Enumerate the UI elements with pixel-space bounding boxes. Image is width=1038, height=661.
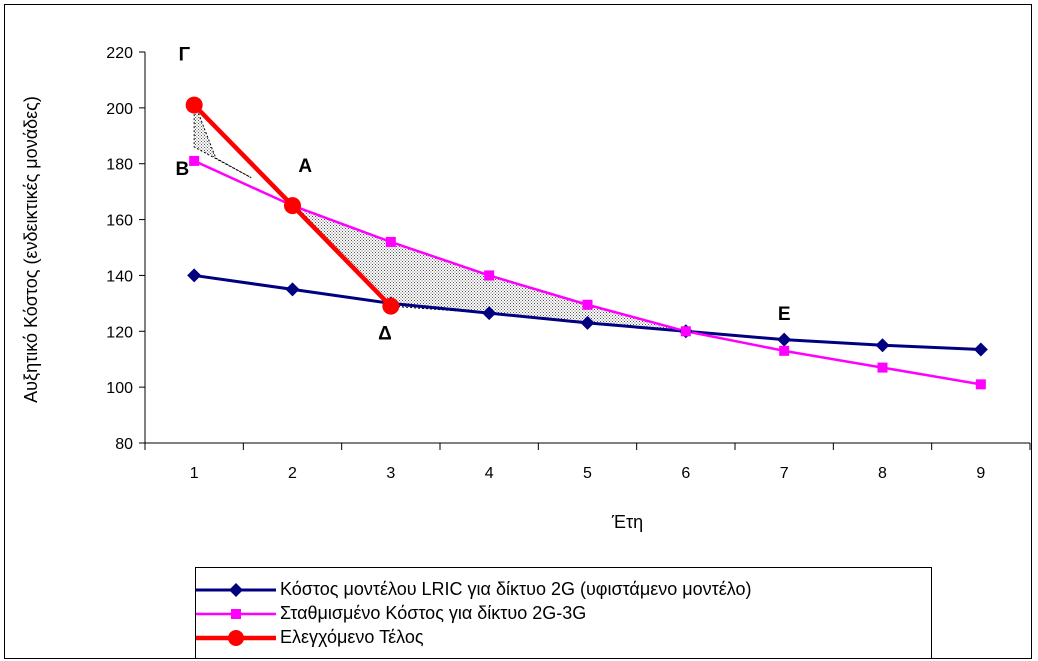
y-tick-label: 120 xyxy=(106,324,133,341)
legend-item-lric: Κόστος μοντέλου LRIC για δίκτυο 2G (υφισ… xyxy=(196,578,931,602)
legend-label-lric: Κόστος μοντέλου LRIC για δίκτυο 2G (υφισ… xyxy=(280,579,752,599)
annotation-label: Δ xyxy=(378,324,392,345)
x-tick-label: 8 xyxy=(878,465,887,482)
y-tick-label: 200 xyxy=(106,101,133,118)
weighted-point xyxy=(189,155,200,166)
annotation-label: Γ xyxy=(179,44,191,65)
annotation-label: Β xyxy=(175,159,189,180)
x-tick-label: 7 xyxy=(780,465,789,482)
lric-point xyxy=(482,306,497,321)
lric-point xyxy=(875,338,890,353)
circle-marker-icon xyxy=(196,630,276,646)
shaded-areas xyxy=(193,102,686,332)
legend-item-regulated: Ελεγχόμενο Τέλος xyxy=(196,626,931,650)
weighted-point xyxy=(385,236,396,247)
weighted-point xyxy=(582,299,593,310)
regulated-point xyxy=(382,297,400,315)
y-axis-title: Αυξητικό Κόστος (ενδεικτικές μονάδες) xyxy=(21,96,41,403)
markers xyxy=(185,96,988,390)
chart-plot: 80 100 120 140 160 180 200 220 1 2 3 4 5 6 7 8 9 Έτη Αυξητ… xyxy=(21,44,1031,532)
legend-item-weighted: Σταθμισμένο Κόστος για δίκτυο 2G-3G xyxy=(196,602,931,626)
series xyxy=(192,103,982,386)
series-line-weighted xyxy=(193,159,982,386)
y-tick-label: 140 xyxy=(106,268,133,285)
chart-text: 80 100 120 140 160 180 200 220 1 2 3 4 5 6 7 8 9 Έτη Αυξητ… xyxy=(21,44,985,532)
legend-label-regulated: Ελεγχόμενο Τέλος xyxy=(280,627,424,647)
x-tick-label: 3 xyxy=(386,465,395,482)
lric-point xyxy=(187,268,202,283)
shaded-area-gamma-beta xyxy=(193,102,252,179)
x-tick-label: 6 xyxy=(681,465,690,482)
weighted-point xyxy=(877,362,888,373)
diamond-marker-icon xyxy=(196,583,276,597)
x-axis-title: Έτη xyxy=(611,512,643,532)
weighted-point xyxy=(680,326,691,337)
x-tick-label: 9 xyxy=(976,465,985,482)
y-tick-label: 160 xyxy=(106,213,133,230)
chart-frame xyxy=(4,4,1032,659)
weighted-point xyxy=(484,270,495,281)
regulated-point xyxy=(284,197,301,215)
regulated-point xyxy=(185,96,203,114)
lric-point xyxy=(777,332,792,347)
lric-point xyxy=(973,342,988,357)
lric-point xyxy=(285,282,300,297)
x-tick-label: 5 xyxy=(583,465,592,482)
square-marker-icon xyxy=(196,609,276,619)
y-tick-label: 180 xyxy=(106,157,133,174)
weighted-point xyxy=(779,345,790,356)
annotation-label: Ε xyxy=(778,304,791,325)
x-tick-label: 1 xyxy=(190,465,199,482)
axes xyxy=(139,51,1031,450)
legend-label-weighted: Σταθμισμένο Κόστος για δίκτυο 2G-3G xyxy=(280,603,587,623)
y-tick-label: 100 xyxy=(106,380,133,397)
annotation-label: Α xyxy=(298,156,312,177)
y-tick-label: 80 xyxy=(115,436,133,453)
lric-point xyxy=(580,315,595,330)
x-tick-label: 4 xyxy=(485,465,494,482)
weighted-point xyxy=(975,379,986,390)
x-tick-label: 2 xyxy=(288,465,297,482)
y-tick-label: 220 xyxy=(106,45,133,62)
legend: Κόστος μοντέλου LRIC για δίκτυο 2G (υφισ… xyxy=(195,567,932,659)
